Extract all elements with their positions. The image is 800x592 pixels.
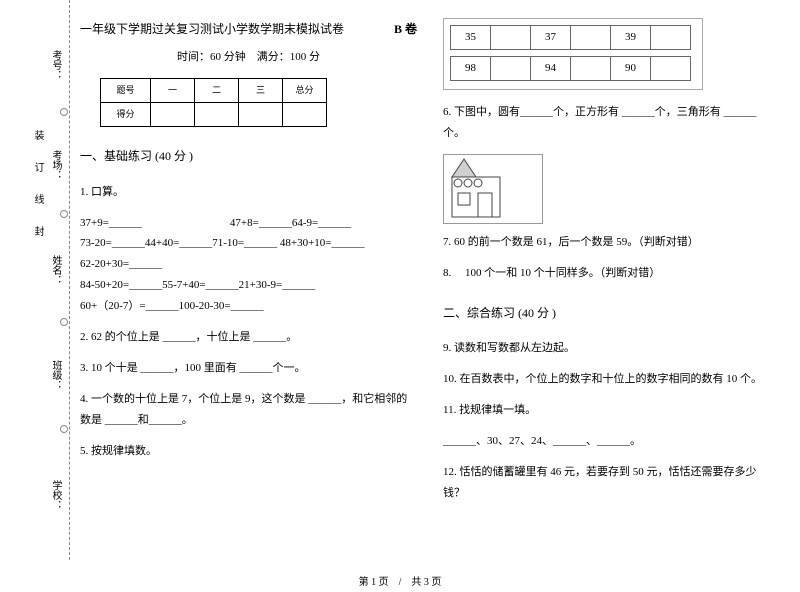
score-cell — [195, 102, 239, 126]
question-12: 12. 恬恬的储蓄罐里有 46 元，若要存到 50 元，恬恬还需要存多少钱？ — [443, 462, 772, 504]
q1-line: 60+（20-7）=______100-20-30=______ — [80, 296, 417, 317]
circle-icon — [464, 179, 472, 187]
number-table-2: 98 94 90 — [450, 56, 691, 81]
binding-label-room: 考场： — [48, 150, 63, 180]
square-icon — [458, 193, 470, 205]
binding-label-name: 姓名： — [48, 255, 63, 285]
number-table-1: 35 37 39 — [450, 25, 691, 50]
question-8: 8. 100 个一和 10 个十同样多。（判断对错） — [443, 263, 772, 284]
q1-line: 37+9=______ 47+8=______64-9=______ — [80, 213, 417, 234]
question-11: 11. 找规律填一填。 — [443, 400, 772, 421]
num-cell: 37 — [531, 26, 571, 50]
score-header: 总分 — [283, 78, 327, 102]
question-10: 10. 在百数表中，个位上的数字和十位上的数字相同的数有 10 个。 — [443, 369, 772, 390]
section-2-heading: 二、综合练习 (40 分 ) — [443, 302, 772, 325]
binding-label-school: 学校： — [48, 480, 63, 510]
num-cell — [491, 26, 531, 50]
score-header: 二 — [195, 78, 239, 102]
rectangle-icon — [478, 193, 492, 217]
circle-icon — [474, 179, 482, 187]
num-cell: 35 — [451, 26, 491, 50]
num-cell — [571, 57, 611, 81]
square-icon — [452, 177, 500, 217]
num-cell: 90 — [611, 57, 651, 81]
q1-line: 62-20+30=______ — [80, 254, 417, 275]
score-table: 题号 一 二 三 总分 得分 — [100, 78, 327, 127]
shape-diagram — [443, 154, 543, 224]
column-left: 一年级下学期过关复习测试小学数学期末模拟试卷 B 卷 时间：60 分钟 满分：1… — [80, 18, 435, 568]
question-6: 6. 下图中，圆有______个，正方形有 ______个，三角形有 _____… — [443, 102, 772, 144]
exam-title: 一年级下学期过关复习测试小学数学期末模拟试卷 — [80, 22, 344, 36]
score-cell — [283, 102, 327, 126]
binding-margin: 考号： 考场： 姓名： 班级： 学校： 装 订 线 封 — [0, 0, 70, 560]
table-row: 得分 — [101, 102, 327, 126]
number-pattern-box: 35 37 39 98 94 90 — [443, 18, 703, 90]
num-cell — [571, 26, 611, 50]
paper-variant: B 卷 — [394, 18, 417, 41]
question-3: 3. 10 个十是 ______，100 里面有 ______个一。 — [80, 358, 417, 379]
question-1: 1. 口算。 — [80, 182, 417, 203]
q1-num: 1. — [80, 186, 88, 198]
table-row: 98 94 90 — [451, 57, 691, 81]
q1-text: 口算。 — [91, 186, 124, 198]
exam-title-row: 一年级下学期过关复习测试小学数学期末模拟试卷 B 卷 — [80, 18, 417, 41]
column-right: 35 37 39 98 94 90 6. 下图中，圆 — [435, 18, 790, 568]
num-cell: 39 — [611, 26, 651, 50]
score-header: 三 — [239, 78, 283, 102]
question-11-seq: ______、30、27、24、______、______。 — [443, 431, 772, 452]
binding-mid-text: 装 订 线 封 — [30, 130, 45, 242]
score-cell — [239, 102, 283, 126]
triangle-icon — [452, 159, 476, 177]
num-cell — [651, 26, 691, 50]
page-footer: 第 1 页 / 共 3 页 — [0, 573, 800, 588]
num-cell — [651, 57, 691, 81]
page-content: 一年级下学期过关复习测试小学数学期末模拟试卷 B 卷 时间：60 分钟 满分：1… — [80, 18, 790, 568]
q1-line: 84-50+20=______55-7+40=______21+30-9=___… — [80, 275, 417, 296]
q1-line: 73-20=______44+40=______71-10=______ 48+… — [80, 233, 417, 254]
binding-label-examno: 考号： — [48, 50, 63, 80]
score-label: 得分 — [101, 102, 151, 126]
question-2: 2. 62 的个位上是 ______，十位上是 ______。 — [80, 327, 417, 348]
section-1-heading: 一、基础练习 (40 分 ) — [80, 145, 417, 168]
question-5: 5. 按规律填数。 — [80, 441, 417, 462]
house-shapes-svg — [444, 155, 542, 223]
binding-circle — [60, 108, 68, 116]
num-cell: 98 — [451, 57, 491, 81]
binding-circle — [60, 318, 68, 326]
binding-circle — [60, 210, 68, 218]
question-4: 4. 一个数的十位上是 7，个位上是 9，这个数是 ______，和它相邻的数是… — [80, 389, 417, 431]
circle-icon — [454, 179, 462, 187]
question-9: 9. 读数和写数都从左边起。 — [443, 338, 772, 359]
num-cell — [491, 57, 531, 81]
table-row: 35 37 39 — [451, 26, 691, 50]
num-cell: 94 — [531, 57, 571, 81]
score-cell — [151, 102, 195, 126]
table-row: 题号 一 二 三 总分 — [101, 78, 327, 102]
score-header: 一 — [151, 78, 195, 102]
exam-subtitle: 时间：60 分钟 满分：100 分 — [80, 47, 417, 68]
binding-circle — [60, 425, 68, 433]
question-7: 7. 60 的前一个数是 61，后一个数是 59。（判断对错） — [443, 232, 772, 253]
score-header: 题号 — [101, 78, 151, 102]
binding-label-class: 班级： — [48, 360, 63, 390]
